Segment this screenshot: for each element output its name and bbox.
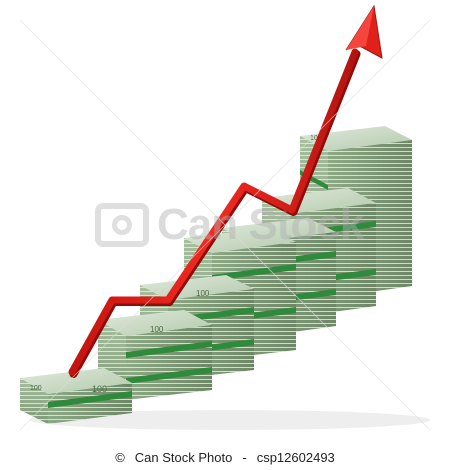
stack-column-1: 100: [98, 310, 212, 400]
money-stacks-illustration: 100 100 100: [19, 4, 431, 431]
watermark-lines: [19, 19, 431, 431]
svg-text:100: 100: [150, 325, 164, 334]
image-id: csp12602493: [256, 449, 335, 465]
copyright-symbol: ©: [115, 449, 125, 465]
svg-text:100: 100: [310, 135, 322, 142]
stack-column-0: 100 100: [20, 368, 132, 424]
credit-footer: © Can Stock Photo - csp12602493: [0, 444, 450, 470]
growth-arrow: [68, 4, 383, 378]
ground-shadow: [30, 410, 430, 430]
brand-name: Can Stock Photo: [134, 449, 233, 465]
svg-text:100: 100: [196, 289, 210, 298]
svg-text:100: 100: [92, 384, 107, 394]
footer-separator: -: [242, 449, 247, 465]
svg-text:100: 100: [30, 385, 42, 392]
